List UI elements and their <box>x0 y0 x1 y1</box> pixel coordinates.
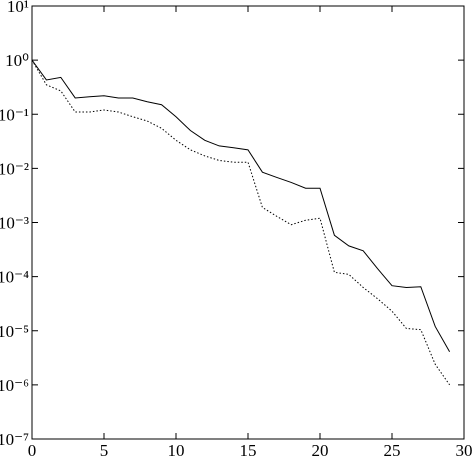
x-tick-label: 20 <box>312 441 329 460</box>
y-tick-label: 10⁻³ <box>0 214 29 233</box>
y-tick-label: 10¹ <box>7 0 29 16</box>
x-tick-label: 0 <box>28 441 37 460</box>
x-tick-label: 5 <box>100 441 109 460</box>
x-tick-label: 25 <box>384 441 401 460</box>
y-tick-label: 10⁻¹ <box>0 105 29 124</box>
y-tick-label: 10⁻² <box>0 159 29 178</box>
y-tick-label: 10⁰ <box>5 51 29 70</box>
x-tick-label: 15 <box>240 441 257 460</box>
x-tick-label: 10 <box>168 441 185 460</box>
data-line <box>31 59 451 386</box>
plot-frame <box>31 5 465 440</box>
y-tick-label: 10⁻⁶ <box>0 376 29 395</box>
data-line <box>31 59 451 352</box>
x-tick-label: 30 <box>456 441 473 460</box>
y-tick-label: 10⁻⁴ <box>0 268 29 287</box>
y-tick-label: 10⁻⁵ <box>0 322 29 341</box>
y-tick-label: 10⁻⁷ <box>0 430 29 449</box>
